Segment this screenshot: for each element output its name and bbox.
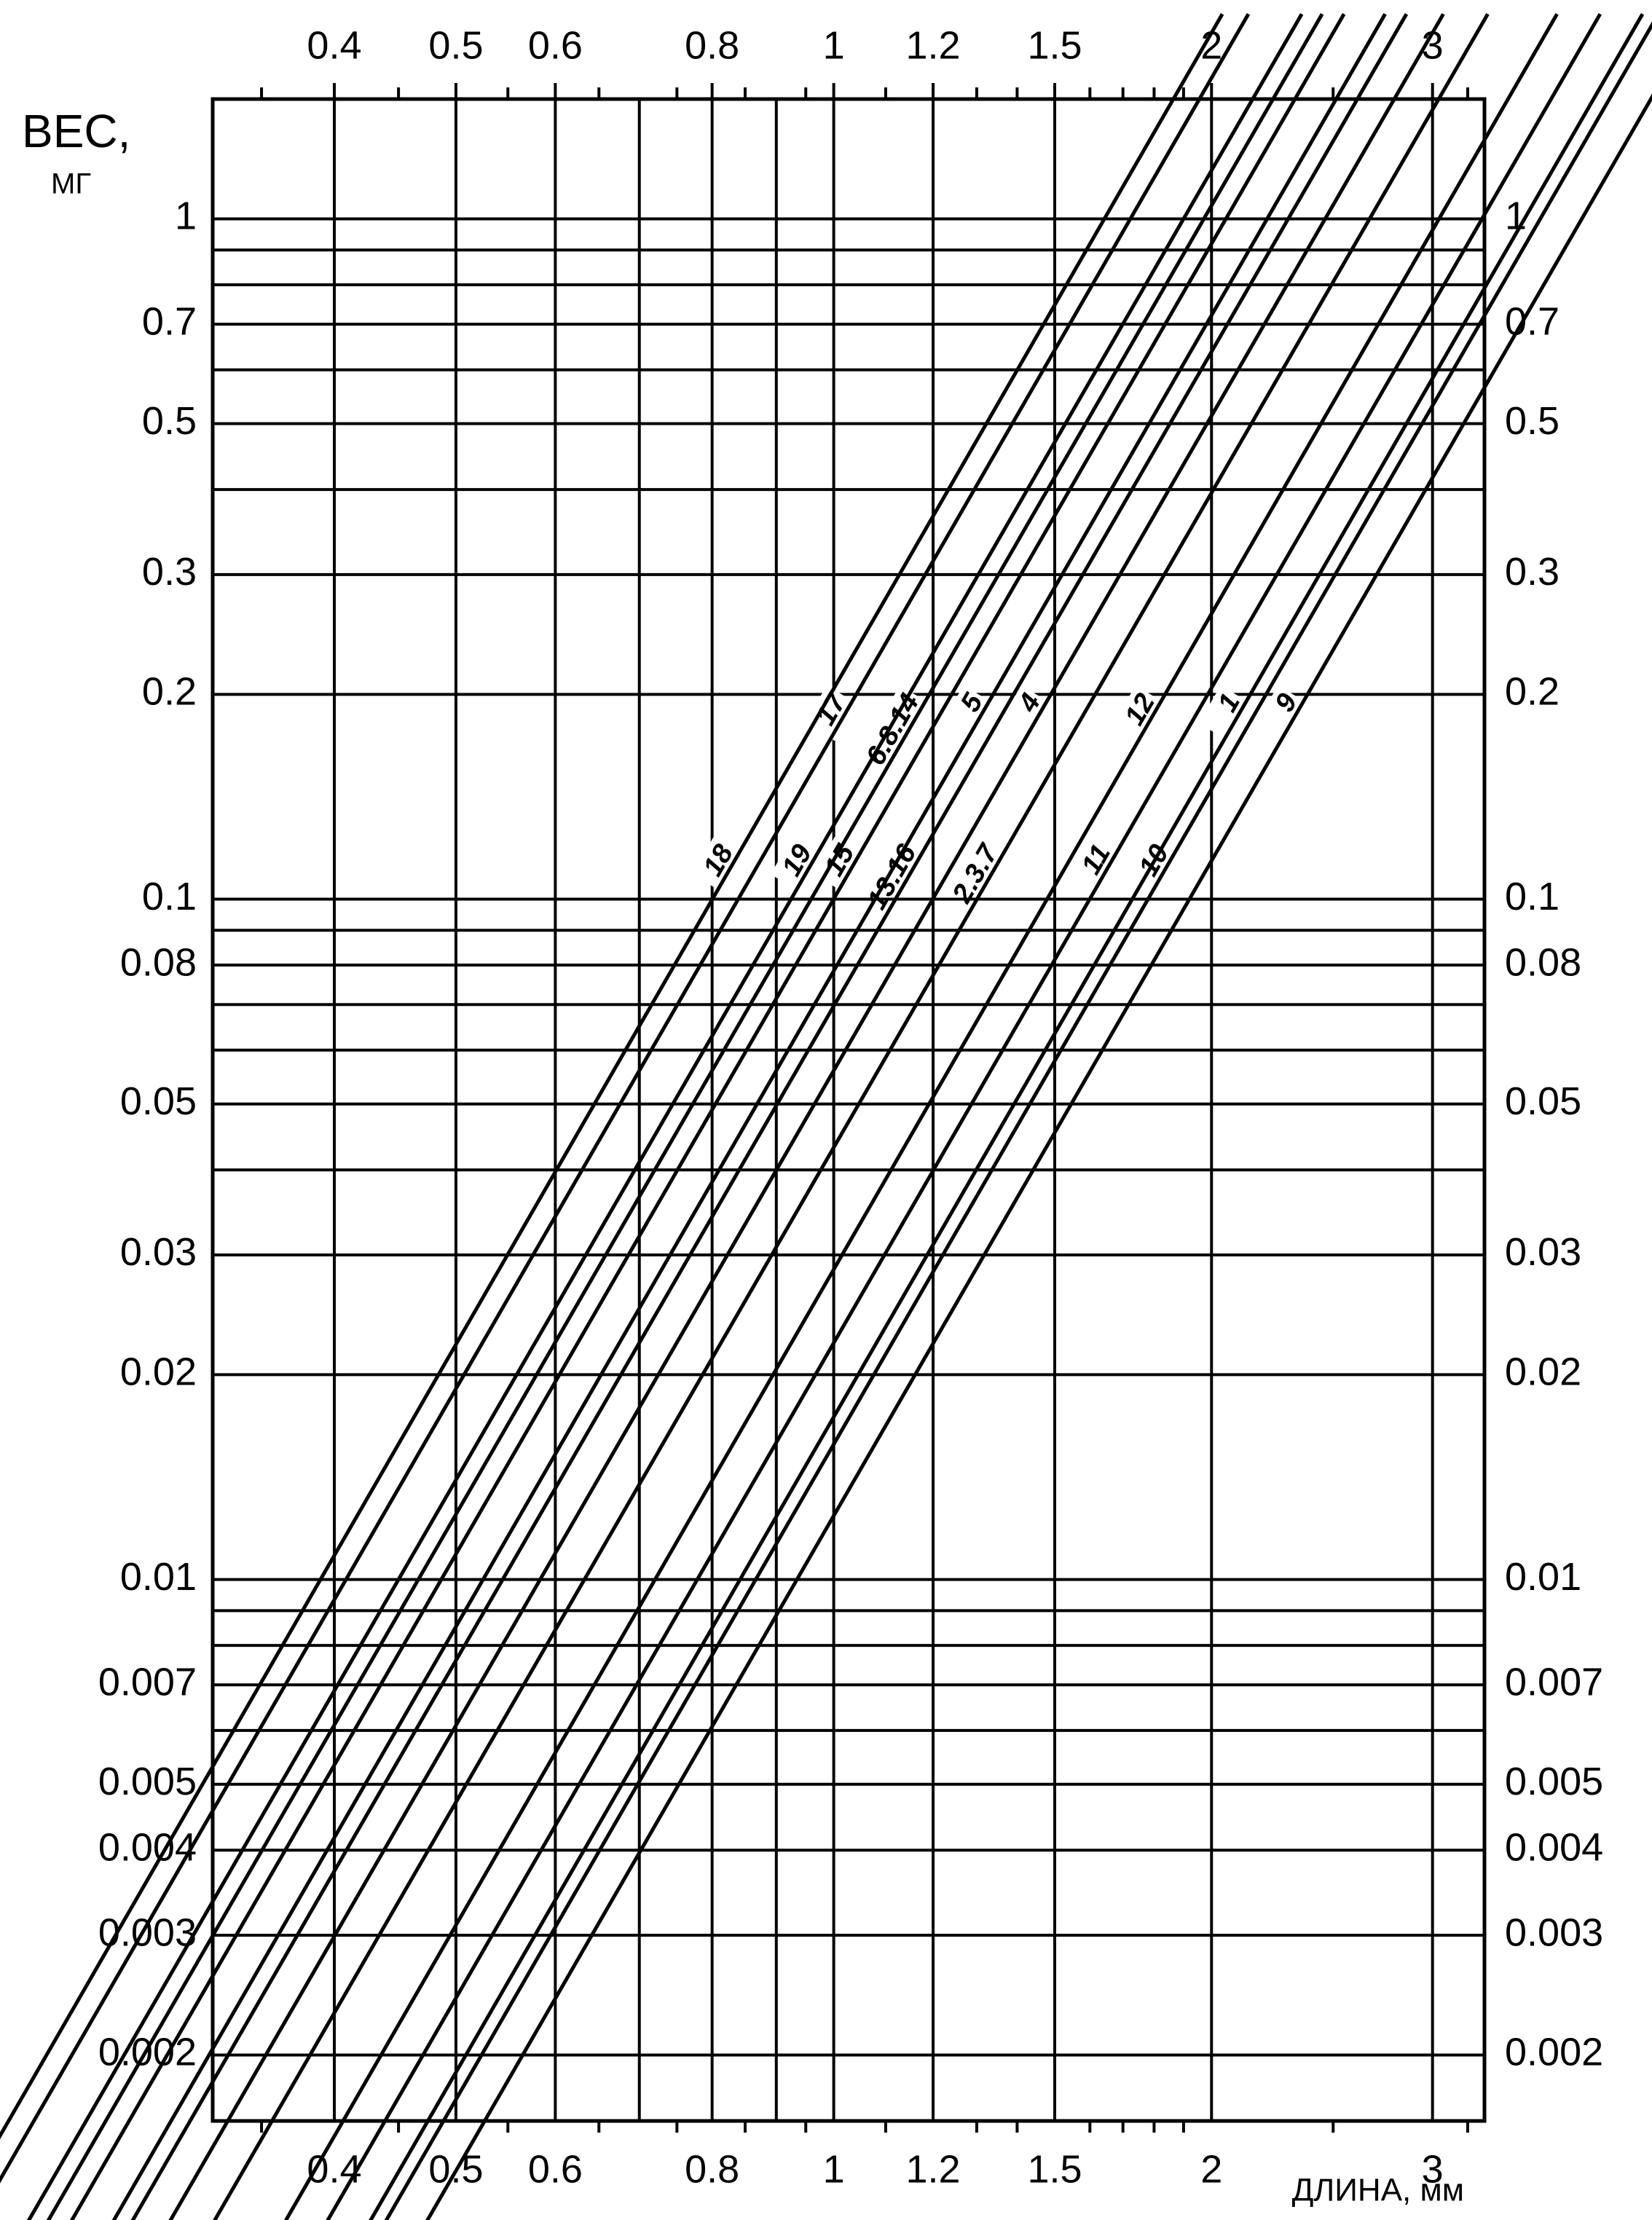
- series-line: [283, 13, 1559, 2220]
- label-bg: [813, 836, 865, 892]
- series-line: [326, 13, 1602, 2220]
- y-tick-label: 0.1: [142, 875, 197, 918]
- y-tick-label: 0.003: [1505, 1910, 1603, 1954]
- label-bg: [1256, 685, 1308, 741]
- label-bg: [691, 836, 744, 892]
- y-axis-label: ВЕС,: [22, 105, 130, 157]
- series-line: [213, 13, 1490, 2220]
- series-line: [130, 13, 1409, 2220]
- series-line: [46, 13, 1324, 2220]
- label-bg: [941, 685, 994, 741]
- x-tick-label: 1.2: [906, 2147, 961, 2191]
- x-tick-label: 3: [1422, 2147, 1444, 2191]
- y-tick-label: 0.004: [98, 1826, 197, 1870]
- y-tick-label: 0.5: [1505, 399, 1559, 443]
- x-tick-label: 0.5: [428, 23, 483, 67]
- x-tick-label: 1.2: [906, 23, 961, 67]
- series-line: [0, 13, 1251, 2184]
- y-tick-label: 0.02: [1505, 1350, 1581, 1394]
- label-bg: [956, 836, 1009, 892]
- y-tick-label: 0.5: [142, 399, 197, 443]
- label-bg: [999, 685, 1052, 741]
- y-tick-label: 0.08: [1505, 940, 1581, 984]
- y-axis-unit: МГ: [51, 168, 91, 200]
- label-bg: [770, 836, 823, 892]
- y-tick-label: 0.03: [1505, 1230, 1581, 1274]
- label-bg: [804, 685, 857, 741]
- y-tick-label: 1: [175, 194, 197, 238]
- x-tick-label: 0.8: [685, 2147, 739, 2191]
- series-line: [69, 13, 1346, 2220]
- y-tick-label: 0.2: [1505, 670, 1559, 714]
- y-tick-label: 0.03: [120, 1230, 197, 1274]
- y-tick-label: 0.002: [1505, 2031, 1603, 2074]
- x-tick-label: 1: [823, 2147, 845, 2191]
- y-tick-label: 0.2: [142, 670, 197, 714]
- x-tick-label: 2: [1200, 2147, 1222, 2191]
- x-tick-label: 0.8: [685, 23, 739, 67]
- y-tick-label: 0.003: [98, 1910, 197, 1954]
- label-bg: [1069, 836, 1122, 892]
- y-tick-label: 0.005: [98, 1760, 197, 1803]
- y-tick-label: 0.08: [120, 940, 197, 984]
- series-line: [111, 13, 1387, 2220]
- x-axis-label: ДЛИНА, мм: [1292, 2173, 1464, 2208]
- y-tick-label: 0.3: [142, 550, 197, 594]
- series-line: [168, 13, 1445, 2220]
- x-tick-label: 1.5: [1027, 23, 1082, 67]
- x-tick-label: 0.6: [528, 23, 583, 67]
- label-bg: [1198, 685, 1251, 741]
- y-tick-label: 0.7: [142, 299, 197, 343]
- y-tick-label: 0.01: [1505, 1555, 1581, 1599]
- x-tick-label: 0.4: [307, 23, 361, 67]
- y-tick-label: 0.007: [98, 1661, 197, 1704]
- y-tick-label: 0.05: [120, 1079, 197, 1123]
- series-line: [369, 13, 1645, 2220]
- plot-frame: [211, 97, 1487, 2123]
- label-bg: [1113, 685, 1166, 741]
- y-tick-label: 0.007: [1505, 1661, 1603, 1704]
- x-tick-label: 1.5: [1027, 2147, 1082, 2191]
- y-tick-label: 0.02: [120, 1350, 197, 1394]
- y-tick-label: 0.3: [1505, 550, 1559, 594]
- series-line: [384, 21, 1652, 2220]
- y-tick-label: 0.01: [120, 1555, 197, 1599]
- y-tick-label: 0.004: [1505, 1826, 1603, 1870]
- series-line: [0, 13, 1224, 2140]
- x-tick-label: 0.6: [528, 2147, 583, 2191]
- series-line: [425, 93, 1652, 2220]
- x-tick-label: 1: [823, 23, 845, 67]
- y-tick-label: 0.05: [1505, 1079, 1581, 1123]
- y-tick-label: 0.1: [1505, 875, 1559, 918]
- series-line: [26, 13, 1304, 2220]
- y-tick-label: 0.005: [1505, 1760, 1603, 1803]
